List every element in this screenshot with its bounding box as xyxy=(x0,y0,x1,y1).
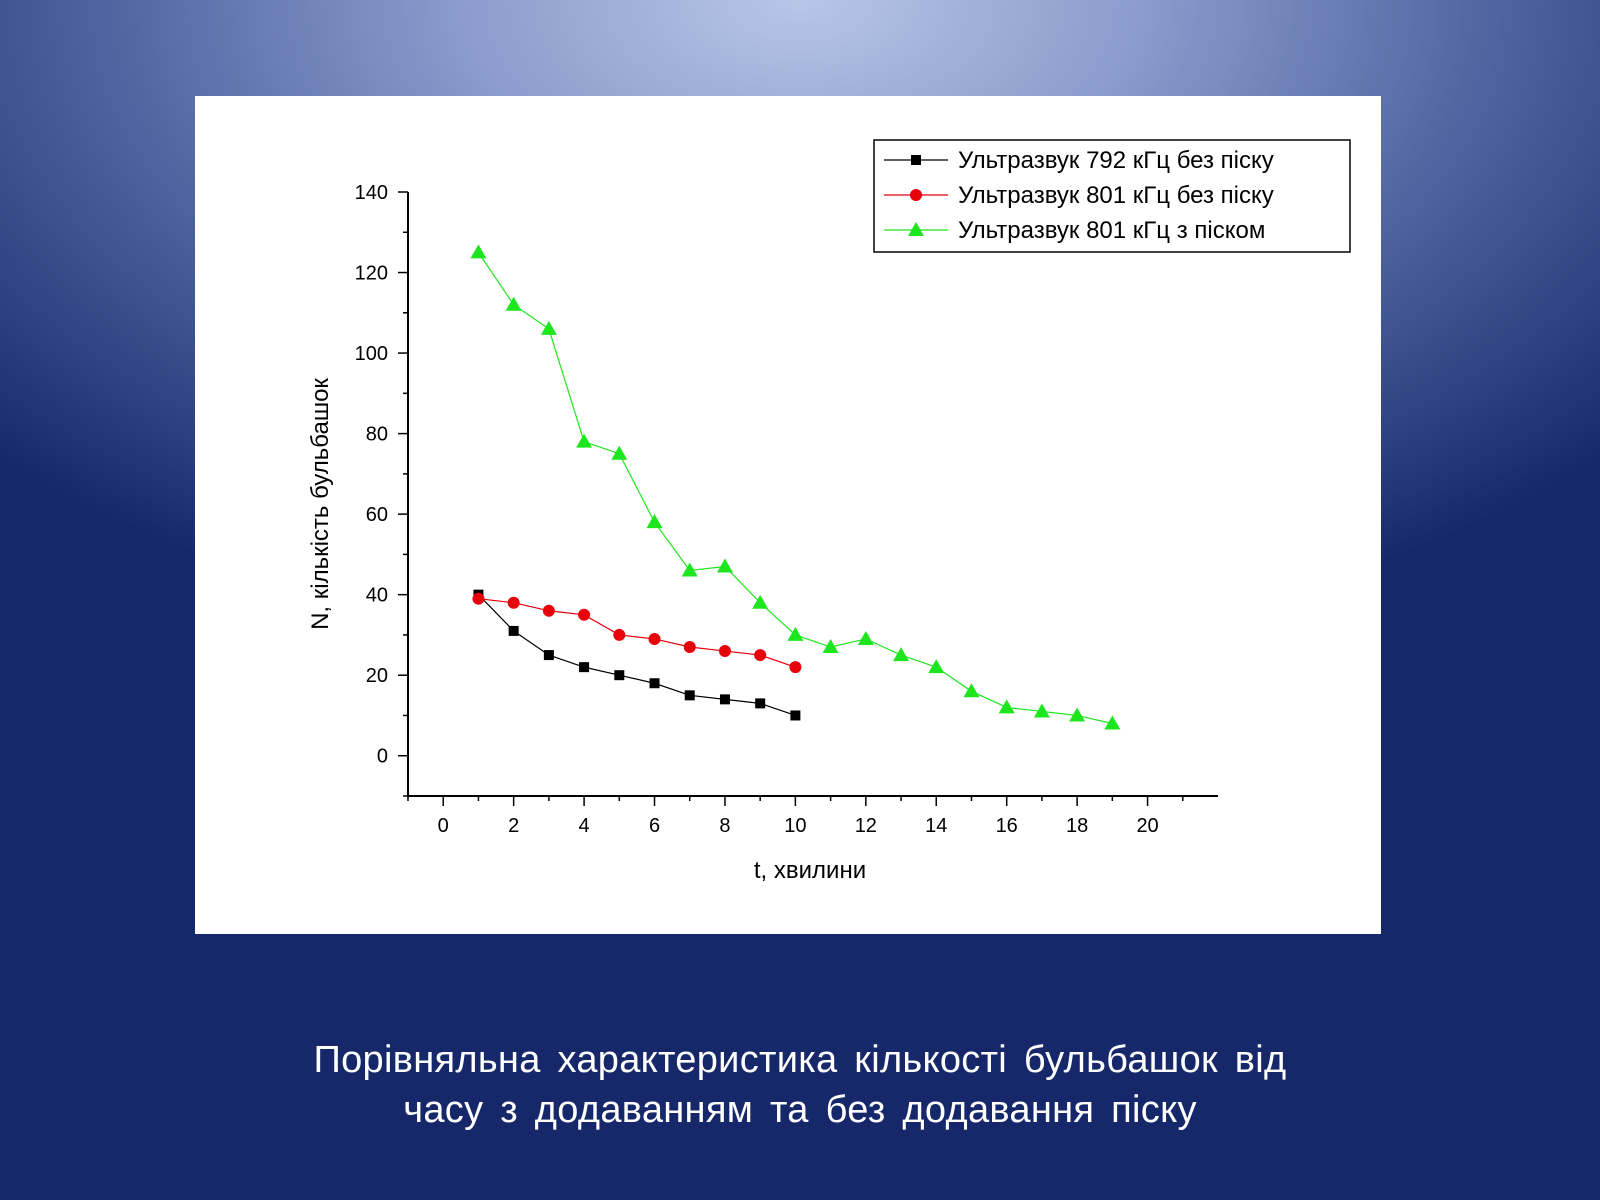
series-1-point xyxy=(579,662,590,673)
series-2-point xyxy=(613,628,626,641)
y-tick-label: 100 xyxy=(355,343,388,365)
x-tick-label: 14 xyxy=(925,815,947,837)
y-tick-label: 60 xyxy=(366,504,388,526)
x-tick-label: 20 xyxy=(1136,815,1158,837)
series-3-point xyxy=(576,433,593,448)
series-3-point xyxy=(646,514,663,529)
chart: 0 2 4 6 8 10 12 14 16 18 20 0 20 40 60 80 100 120 140 t, х… xyxy=(307,139,1351,884)
series-3-point xyxy=(716,558,733,573)
x-tick-label: 6 xyxy=(649,815,660,837)
series-2-point xyxy=(789,661,802,674)
series-3-point xyxy=(611,445,628,460)
series-2-point xyxy=(578,608,591,621)
legend-marker xyxy=(910,189,922,201)
x-tick-label: 12 xyxy=(855,815,877,837)
series-lines xyxy=(477,252,1113,725)
y-tick-label: 20 xyxy=(366,665,388,687)
x-tick-label: 4 xyxy=(579,815,590,837)
series-3-point xyxy=(787,626,804,641)
series-1-point xyxy=(755,698,766,709)
series-1-point xyxy=(790,710,801,721)
slide-caption: Порівняльна характеристика кількості бул… xyxy=(0,1035,1600,1135)
series-2-point xyxy=(683,641,696,654)
x-tick-label: 18 xyxy=(1066,815,1088,837)
y-tick-label: 80 xyxy=(366,424,388,446)
series-3-point xyxy=(928,659,945,674)
series-1-point xyxy=(614,670,625,681)
y-axis-label: N, кількість бульбашок xyxy=(307,378,334,630)
series-2-point xyxy=(718,645,731,658)
x-tick-label: 0 xyxy=(438,815,449,837)
legend-label: Ультразвук 792 кГц без піску xyxy=(958,147,1274,174)
series-2-point xyxy=(542,604,555,617)
series-1-point xyxy=(684,690,695,701)
series-3-point xyxy=(505,296,522,311)
series-3-point xyxy=(857,630,874,645)
x-axis-label: t, хвилини xyxy=(754,857,866,884)
series-3-point xyxy=(893,647,910,662)
chart-panel: 0 2 4 6 8 10 12 14 16 18 20 0 20 40 60 80 100 120 140 t, х… xyxy=(195,96,1381,934)
y-tick-label: 140 xyxy=(355,182,388,204)
x-tick-label: 10 xyxy=(784,815,806,837)
legend-marker xyxy=(908,222,924,236)
series-1-point xyxy=(508,625,519,636)
series-3-point xyxy=(1104,715,1121,730)
caption-line-1: Порівняльна характеристика кількості бул… xyxy=(313,1039,1287,1081)
series-1-point xyxy=(649,678,660,689)
series-2-point xyxy=(648,632,661,645)
series-3-point xyxy=(998,699,1015,714)
series-3-point xyxy=(681,562,698,577)
legend-box xyxy=(873,139,1351,253)
legend: Ультразвук 792 кГц без піску Ультразвук 8… xyxy=(873,139,1351,253)
series-2-point xyxy=(472,592,485,605)
series-3-point xyxy=(963,683,980,698)
legend-marker xyxy=(911,155,921,165)
caption-line-2: часу з додаванням та без додавання піску xyxy=(403,1089,1197,1131)
legend-label: Ультразвук 801 кГц без піску xyxy=(958,182,1274,209)
series-markers xyxy=(470,244,1121,730)
x-tick-label: 8 xyxy=(719,815,730,837)
series-2-line xyxy=(478,598,796,668)
series-3-point xyxy=(822,639,839,654)
y-tick-label: 120 xyxy=(355,263,388,285)
x-tick-label: 2 xyxy=(508,815,519,837)
y-tick-label: 40 xyxy=(366,585,388,607)
axes: 0 2 4 6 8 10 12 14 16 18 20 0 20 40 60 80 100 120 140 xyxy=(355,182,1218,837)
series-3-point xyxy=(1069,707,1086,722)
series-3-point xyxy=(1033,703,1050,718)
series-3-point xyxy=(470,244,487,259)
series-1-line xyxy=(478,594,796,717)
legend-label: Ультразвук 801 кГц з піском xyxy=(958,217,1265,244)
y-tick-label: 0 xyxy=(377,746,388,768)
series-3-line xyxy=(477,252,1113,725)
series-1-point xyxy=(719,694,730,705)
series-2-point xyxy=(507,596,520,609)
series-2-point xyxy=(754,649,767,662)
series-3-point xyxy=(540,320,557,335)
series-3-point xyxy=(752,594,769,609)
x-tick-label: 16 xyxy=(996,815,1018,837)
series-1-point xyxy=(543,650,554,661)
